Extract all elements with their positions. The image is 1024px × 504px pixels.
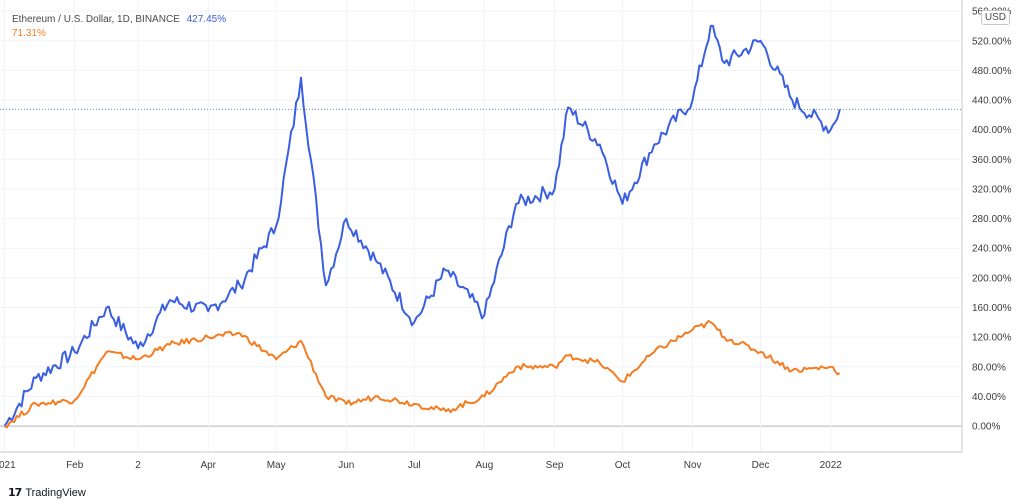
x-tick-label: 2022 <box>820 460 843 471</box>
x-tick-label: Nov <box>684 460 702 471</box>
y-tick-label: 520.00% <box>972 36 1012 47</box>
x-tick-label: 2 <box>135 460 141 471</box>
x-tick-label: Aug <box>475 460 493 471</box>
y-tick-label: 80.00% <box>972 362 1006 373</box>
y-tick-label: 160.00% <box>972 303 1012 314</box>
brand-name: TradingView <box>25 486 86 499</box>
y-tick-label: 320.00% <box>972 184 1012 195</box>
y-tick-label: 480.00% <box>972 66 1012 77</box>
y-tick-label: 120.00% <box>972 333 1012 344</box>
y-tick-label: 440.00% <box>972 96 1012 107</box>
y-tick-label: 240.00% <box>972 244 1012 255</box>
x-tick-label: Jun <box>338 460 354 471</box>
x-tick-label: Feb <box>66 460 84 471</box>
x-tick-label: Sep <box>546 460 564 471</box>
series1-value: 427.45% <box>186 14 227 25</box>
legend-row-2: 71.31% <box>12 27 226 41</box>
symbol-label[interactable]: Ethereum / U.S. Dollar, 1D, BINANCE <box>12 14 180 25</box>
y-tick-label: 360.00% <box>972 155 1012 166</box>
y-tick-label: 40.00% <box>972 392 1006 403</box>
series-layer <box>3 24 841 429</box>
y-tick-label: 400.00% <box>972 125 1012 136</box>
tradingview-brand[interactable]: 17 TradingView <box>8 486 86 499</box>
x-tick-label: Dec <box>752 460 770 471</box>
y-tick-label: 0.00% <box>972 422 1000 433</box>
series-line-ethereum <box>3 24 841 427</box>
x-tick-label: Oct <box>615 460 631 471</box>
grid <box>0 0 962 452</box>
series-line-comparison <box>4 320 841 429</box>
x-tick-label: 2021 <box>0 460 16 471</box>
y-tick-label: 200.00% <box>972 273 1012 284</box>
chart-legend: Ethereum / U.S. Dollar, 1D, BINANCE 427.… <box>12 13 226 41</box>
series2-value: 71.31% <box>12 28 46 39</box>
x-tick-label: Apr <box>200 460 216 471</box>
legend-row-1: Ethereum / U.S. Dollar, 1D, BINANCE 427.… <box>12 13 226 27</box>
x-tick-label: Jul <box>408 460 421 471</box>
x-tick-label: May <box>267 460 286 471</box>
y-tick-label: 280.00% <box>972 214 1012 225</box>
tradingview-logo-icon: 17 <box>8 486 22 499</box>
currency-button[interactable]: USD <box>980 10 1010 25</box>
